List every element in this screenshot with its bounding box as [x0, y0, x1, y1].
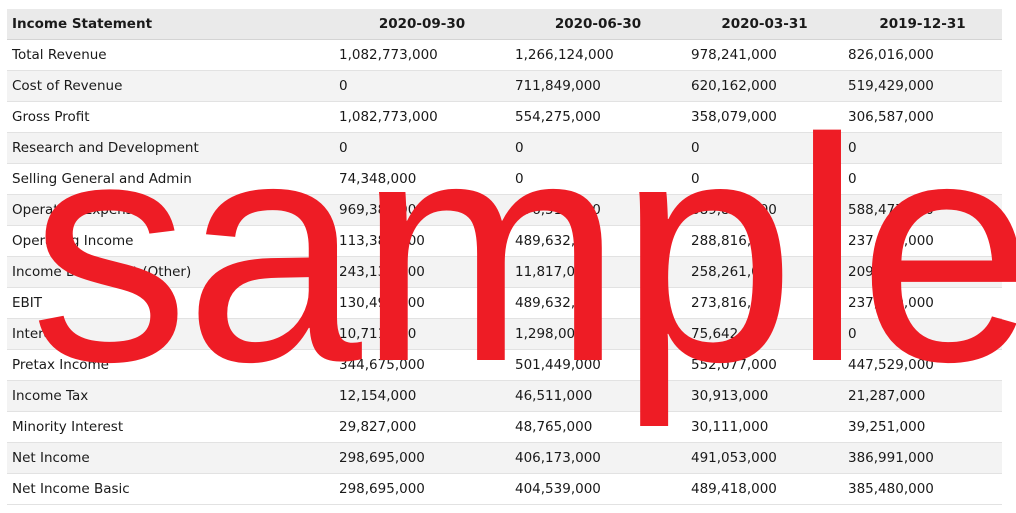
row-value: 306,587,000 — [843, 101, 1002, 133]
row-label: Gross Profit — [7, 101, 334, 133]
header-date: 2019-12-31 — [843, 9, 1002, 40]
table-row: Gross Profit 1,082,773,000 554,275,000 358,… — [7, 101, 1002, 133]
row-value: 0 — [510, 132, 686, 164]
row-value: 0 — [843, 318, 1002, 350]
row-value: 776,513,000 — [510, 194, 686, 226]
row-label: Cost of Revenue — [7, 70, 334, 102]
row-label: Research and Development — [7, 132, 334, 164]
row-value: 130,492,000 — [334, 287, 510, 319]
row-value: 519,429,000 — [843, 70, 1002, 102]
row-value: 0 — [843, 132, 1002, 164]
row-value: 10,711,000 — [334, 318, 510, 350]
row-value: 689,851,000 — [686, 194, 843, 226]
row-value: 30,111,000 — [686, 411, 843, 443]
row-value: 75,642,000 — [686, 318, 843, 350]
row-label: EBIT — [7, 287, 334, 319]
row-value: 447,529,000 — [843, 349, 1002, 381]
row-label: Total Revenue — [7, 39, 334, 71]
row-value: 489,632,000 — [510, 287, 686, 319]
row-value: 74,348,000 — [334, 163, 510, 195]
row-value: 978,241,000 — [686, 39, 843, 71]
row-value: 969,387,000 — [334, 194, 510, 226]
row-value: 826,016,000 — [843, 39, 1002, 71]
header-label: Income Statement — [7, 9, 334, 40]
row-value: 404,539,000 — [510, 473, 686, 505]
row-value: 0 — [334, 132, 510, 164]
row-label: Selling General and Admin — [7, 163, 334, 195]
row-value: 0 — [686, 163, 843, 195]
row-value: 1,298,000 — [510, 318, 686, 350]
table-row: Minority Interest 29,827,000 48,765,000 30,… — [7, 411, 1002, 443]
row-value: 237,539,000 — [843, 225, 1002, 257]
row-label: Pretax Income — [7, 349, 334, 381]
table-row: Pretax Income 344,675,000 501,449,000 552,0… — [7, 349, 1002, 381]
row-value: 501,449,000 — [510, 349, 686, 381]
row-value: 552,077,000 — [686, 349, 843, 381]
table-row: Selling General and Admin 74,348,000 0 0 0 — [7, 163, 1002, 195]
header-date: 2020-09-30 — [334, 9, 510, 40]
row-value: 0 — [686, 132, 843, 164]
header-date: 2020-06-30 — [510, 9, 686, 40]
row-value: 273,816,000 — [686, 287, 843, 319]
row-label: Minority Interest — [7, 411, 334, 443]
row-value: 258,261,000 — [686, 256, 843, 288]
row-value: 0 — [510, 163, 686, 195]
row-value: 489,418,000 — [686, 473, 843, 505]
income-statement-table: Income Statement 2020-09-30 2020-06-30 2… — [7, 9, 1002, 505]
row-value: 0 — [334, 70, 510, 102]
row-value: 358,079,000 — [686, 101, 843, 133]
row-value: 21,287,000 — [843, 380, 1002, 412]
row-value: 29,827,000 — [334, 411, 510, 443]
row-label: Net Income Basic — [7, 473, 334, 505]
table-row: Operating Expenses 969,387,000 776,513,000… — [7, 194, 1002, 226]
row-value: 1,082,773,000 — [334, 39, 510, 71]
table-row: Cost of Revenue 0 711,849,000 620,162,000 51… — [7, 70, 1002, 102]
row-value: 237,539,000 — [843, 287, 1002, 319]
table-row: Net Income Basic 298,695,000 404,539,000 48… — [7, 473, 1002, 505]
row-label: Net Income — [7, 442, 334, 474]
row-value: 1,266,124,000 — [510, 39, 686, 71]
row-value: 46,511,000 — [510, 380, 686, 412]
row-value: 1,082,773,000 — [334, 101, 510, 133]
table-row: Interest 10,711,000 1,298,000 75,642,000 0 — [7, 318, 1002, 350]
row-value: 11,817,000 — [510, 256, 686, 288]
row-value: 491,053,000 — [686, 442, 843, 474]
row-value: 113,386,000 — [334, 225, 510, 257]
row-value: 385,480,000 — [843, 473, 1002, 505]
row-label: Operating Income — [7, 225, 334, 257]
row-value: 39,251,000 — [843, 411, 1002, 443]
row-value: 406,173,000 — [510, 442, 686, 474]
row-value: 588,477,000 — [843, 194, 1002, 226]
row-value: 554,275,000 — [510, 101, 686, 133]
table-row: Research and Development 0 0 0 0 — [7, 132, 1002, 164]
row-value: 489,632,000 — [510, 225, 686, 257]
row-value: 209,990,000 — [843, 256, 1002, 288]
table-row: EBIT 130,492,000 489,632,000 273,816,000 237… — [7, 287, 1002, 319]
row-value: 48,765,000 — [510, 411, 686, 443]
row-value: 620,162,000 — [686, 70, 843, 102]
row-value: 298,695,000 — [334, 442, 510, 474]
row-value: 12,154,000 — [334, 380, 510, 412]
row-label: Operating Expenses — [7, 194, 334, 226]
row-value: 344,675,000 — [334, 349, 510, 381]
row-value: 288,816,000 — [686, 225, 843, 257]
row-label: Income Before Net (Other) — [7, 256, 334, 288]
table-row: Operating Income 113,386,000 489,632,000 28… — [7, 225, 1002, 257]
row-value: 298,695,000 — [334, 473, 510, 505]
table-row: Total Revenue 1,082,773,000 1,266,124,000 9… — [7, 39, 1002, 71]
row-value: 711,849,000 — [510, 70, 686, 102]
row-value: 243,134,000 — [334, 256, 510, 288]
row-label: Income Tax — [7, 380, 334, 412]
row-value: 0 — [843, 163, 1002, 195]
table-row: Income Tax 12,154,000 46,511,000 30,913,000… — [7, 380, 1002, 412]
row-label: Interest — [7, 318, 334, 350]
header-date: 2020-03-31 — [686, 9, 843, 40]
table-row: Net Income 298,695,000 406,173,000 491,053,… — [7, 442, 1002, 474]
table-row: Income Before Net (Other) 243,134,000 11,8… — [7, 256, 1002, 288]
row-value: 386,991,000 — [843, 442, 1002, 474]
table-header-row: Income Statement 2020-09-30 2020-06-30 2… — [7, 9, 1002, 40]
row-value: 30,913,000 — [686, 380, 843, 412]
